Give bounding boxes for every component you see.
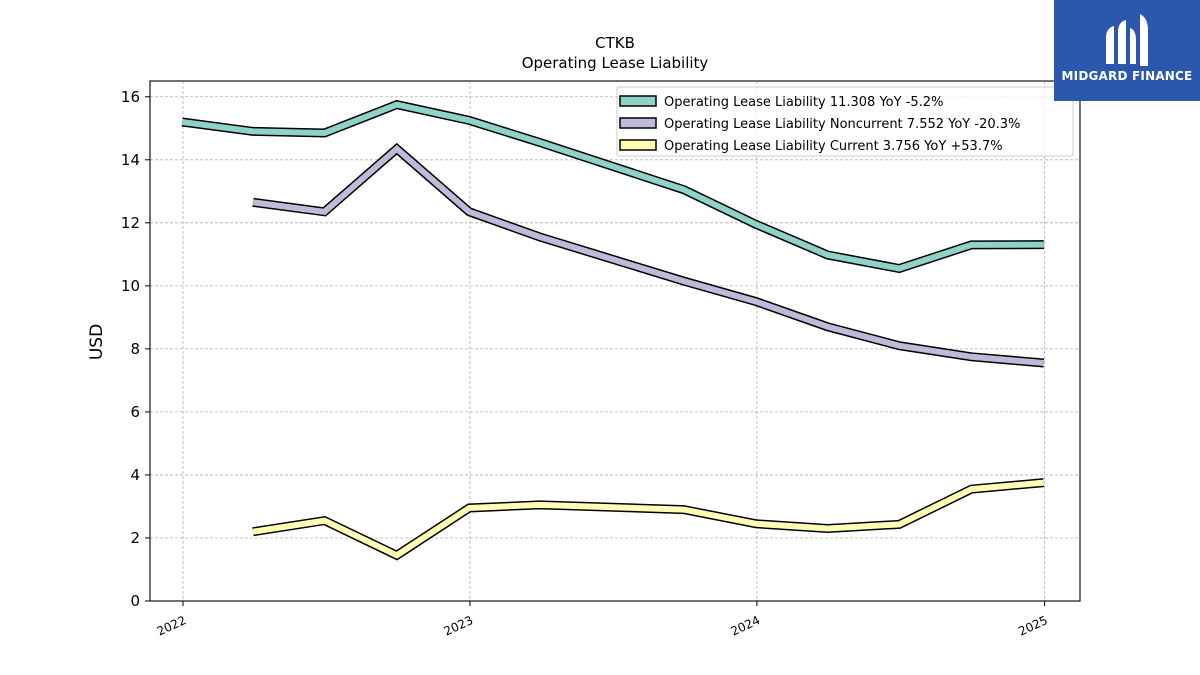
brand-logo: MIDGARD FINANCE [1054,0,1200,101]
x-tick-label: 2022 [155,613,189,639]
legend-swatch-1 [619,95,657,107]
plot-frame [149,80,1081,602]
y-tick-label: 6 [130,403,140,421]
legend: Operating Lease Liability 11.308 YoY -5.… [616,86,1074,157]
y-tick-label: 0 [130,592,140,610]
series-line-3 [252,479,1045,559]
legend-box [616,86,1074,157]
y-tick-label: 14 [121,151,140,169]
logo-text: MIDGARD FINANCE [1061,69,1193,83]
legend-label-3: Operating Lease Liability Current 3.756 … [664,139,1003,154]
y-axis-label: USD [87,324,107,360]
series-lines [181,99,1045,561]
x-tick-label: 2023 [442,613,476,639]
y-tick-label: 4 [130,466,140,484]
axis-ticks: 0 2 4 6 8 10 12 14 16 2022 2023 2024 2025 [121,88,1050,639]
grid-lines [150,81,1080,602]
chart-subtitle: Operating Lease Liability [522,54,709,72]
y-tick-label: 8 [130,340,140,358]
chart-title: CTKB [595,34,635,52]
legend-label-2: Operating Lease Liability Noncurrent 7.5… [664,117,1020,132]
y-tick-label: 10 [121,277,140,295]
legend-label-1: Operating Lease Liability 11.308 YoY -5.… [664,95,943,110]
x-tick-label: 2025 [1016,613,1050,639]
series-line-2 [252,144,1045,366]
legend-swatch-2 [619,117,657,129]
y-tick-label: 12 [121,214,140,232]
legend-swatch-3 [619,139,657,151]
logo-mark-icon [1106,14,1148,66]
x-tick-label: 2024 [729,613,763,639]
series-line-1 [181,101,1044,272]
y-tick-label: 16 [121,88,140,106]
y-tick-label: 2 [130,529,140,547]
